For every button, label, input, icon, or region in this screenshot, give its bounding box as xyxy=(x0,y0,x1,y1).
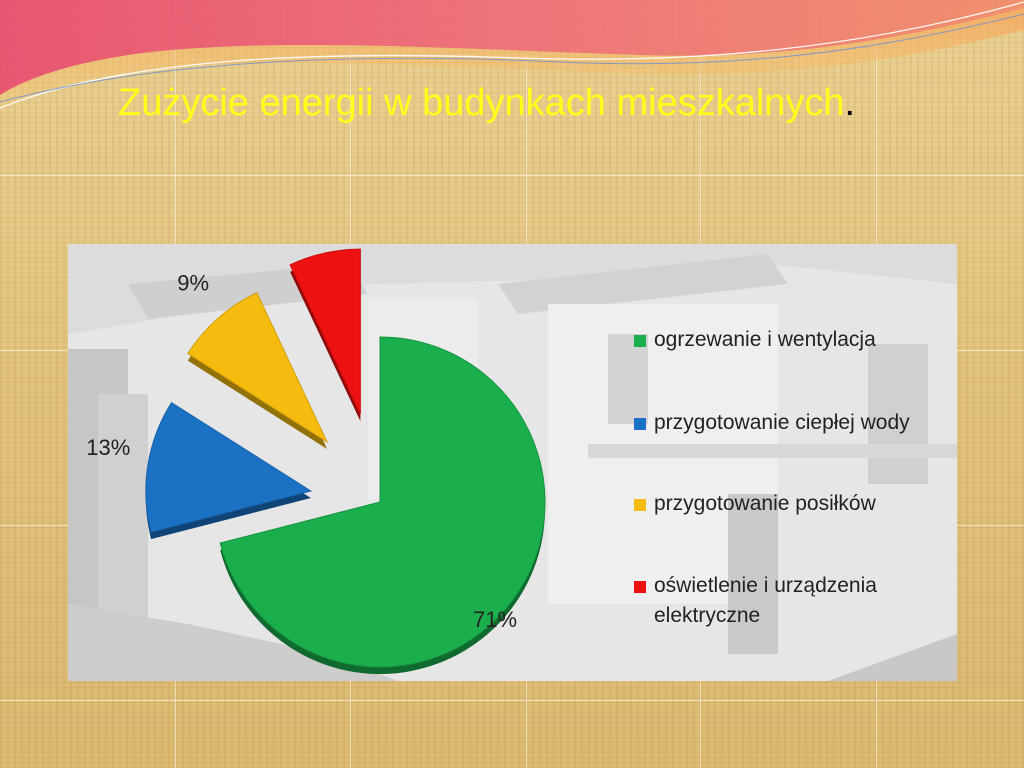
pie-slice xyxy=(219,336,546,668)
legend-label: przygotowanie ciepłej wody xyxy=(654,411,910,434)
decorative-wave xyxy=(0,0,1024,110)
legend-label: przygotowanie posiłków xyxy=(654,492,877,515)
legend-swatch xyxy=(634,335,646,347)
legend-swatch xyxy=(634,499,646,511)
data-label: 71% xyxy=(473,607,517,632)
pie-chart: 71%13%9%7% ogrzewanie i wentylacjaprzygo… xyxy=(68,244,957,681)
slide-title-period: . xyxy=(844,82,856,124)
legend: ogrzewanie i wentylacja przygotowanie cie… xyxy=(634,328,910,627)
pie-slice xyxy=(145,401,313,533)
background-grid-line xyxy=(0,175,1024,176)
legend-label: ogrzewanie i wentylacja xyxy=(654,328,876,351)
legend-swatch xyxy=(634,418,646,430)
chart-panel: 71%13%9%7% ogrzewanie i wentylacjaprzygo… xyxy=(68,244,957,681)
legend-label: oświetlenie i urządzenia elektryczne xyxy=(654,574,877,627)
pie-slices xyxy=(145,248,546,674)
pie-slice xyxy=(187,292,329,444)
slide-title-text: Zużycie energii w budynkach mieszkalnych xyxy=(118,82,845,124)
legend-swatch xyxy=(634,581,646,593)
slide-title: Zużycie energii w budynkach mieszkalnych… xyxy=(118,82,855,125)
pie-slice xyxy=(289,248,361,415)
data-label: 9% xyxy=(177,271,209,296)
data-labels: 71%13%9%7% xyxy=(86,271,517,632)
data-label: 13% xyxy=(86,435,130,460)
background-grid-line xyxy=(0,700,1024,701)
